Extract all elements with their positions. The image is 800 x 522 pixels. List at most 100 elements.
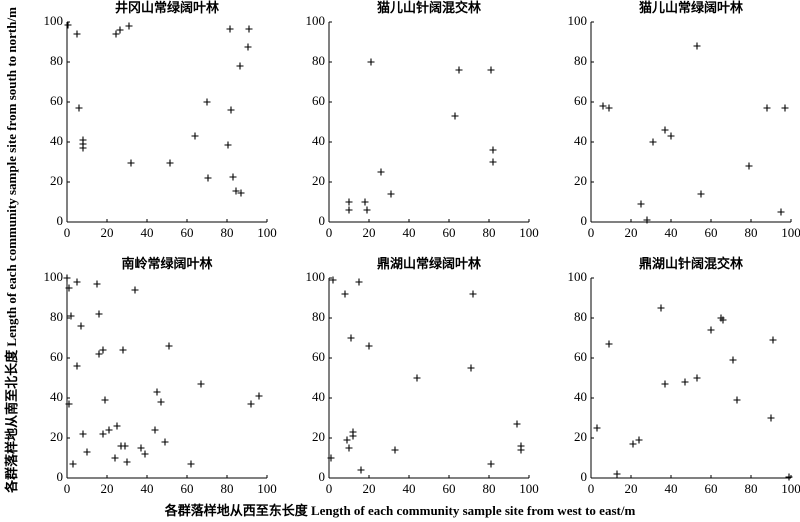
point (361, 198, 369, 206)
point (469, 290, 477, 298)
point (204, 174, 212, 182)
y-tick-label: 80 (50, 53, 63, 68)
y-tick-label: 100 (306, 269, 326, 284)
y-tick-label: 80 (574, 53, 587, 68)
point (105, 426, 113, 434)
point (95, 350, 103, 358)
point (116, 26, 124, 34)
point (707, 326, 715, 334)
subplot: 猫儿山针阔混交林 0 20 40 60 80 100 0 20 40 60 80 100 (306, 0, 539, 240)
x-tick-label: 80 (221, 481, 234, 496)
point (613, 470, 621, 478)
y-tick-label: 20 (50, 173, 63, 188)
point (99, 430, 107, 438)
point (341, 290, 349, 298)
point (629, 440, 637, 448)
point (67, 312, 75, 320)
point (487, 460, 495, 468)
x-tick-label: 40 (141, 481, 154, 496)
point (355, 278, 363, 286)
point (137, 444, 145, 452)
point (95, 310, 103, 318)
point (343, 436, 351, 444)
x-tick-label: 20 (363, 481, 376, 496)
point (93, 280, 101, 288)
point (237, 189, 245, 197)
point (123, 458, 131, 466)
point (157, 398, 165, 406)
point (661, 380, 669, 388)
x-tick-label: 20 (363, 225, 376, 240)
point (513, 420, 521, 428)
point (489, 158, 497, 166)
x-tick-label: 20 (101, 481, 114, 496)
point (781, 104, 789, 112)
y-tick-label: 100 (568, 13, 588, 28)
point (387, 190, 395, 198)
point (224, 141, 232, 149)
x-tick-label: 60 (443, 225, 456, 240)
point (345, 206, 353, 214)
x-axis-label: 各群落样地从西至东长度 Length of each community sam… (164, 503, 636, 518)
y-tick-label: 80 (50, 309, 63, 324)
point (77, 322, 85, 330)
y-tick-label: 20 (574, 173, 587, 188)
x-tick-label: 100 (257, 225, 277, 240)
point (635, 436, 643, 444)
x-tick-label: 0 (588, 225, 595, 240)
point (327, 454, 335, 462)
x-tick-label: 80 (745, 225, 758, 240)
x-tick-label: 80 (221, 225, 234, 240)
point (73, 30, 81, 38)
x-tick-label: 20 (625, 481, 638, 496)
point (127, 159, 135, 167)
point (125, 22, 133, 30)
point (141, 450, 149, 458)
y-tick-label: 0 (319, 213, 326, 228)
point (63, 274, 71, 282)
point (605, 340, 613, 348)
y-tick-label: 0 (581, 469, 588, 484)
x-tick-label: 80 (483, 481, 496, 496)
point (83, 448, 91, 456)
point (161, 438, 169, 446)
x-tick-label: 40 (141, 225, 154, 240)
x-tick-label: 60 (443, 481, 456, 496)
point (329, 276, 337, 284)
point (649, 138, 657, 146)
point (661, 126, 669, 134)
point (131, 286, 139, 294)
x-tick-label: 100 (519, 481, 539, 496)
y-tick-label: 80 (574, 309, 587, 324)
x-tick-label: 60 (181, 225, 194, 240)
point (349, 432, 357, 440)
point (367, 58, 375, 66)
x-tick-label: 60 (705, 225, 718, 240)
subplot-title: 井冈山常绿阔叶林 (115, 0, 219, 15)
y-tick-label: 60 (312, 349, 325, 364)
point (605, 104, 613, 112)
point (99, 346, 107, 354)
point (733, 396, 741, 404)
y-tick-label: 20 (312, 173, 325, 188)
point (777, 208, 785, 216)
y-tick-label: 100 (568, 269, 588, 284)
y-tick-label: 60 (574, 93, 587, 108)
point (187, 460, 195, 468)
x-tick-label: 100 (781, 225, 800, 240)
point (413, 374, 421, 382)
point (65, 284, 73, 292)
point (363, 206, 371, 214)
y-tick-label: 0 (57, 213, 64, 228)
y-tick-label: 0 (319, 469, 326, 484)
subplot: 南岭常绿阔叶林 0 20 40 60 80 100 0 20 40 60 80 100 (44, 256, 277, 496)
point (377, 168, 385, 176)
y-tick-label: 60 (50, 349, 63, 364)
subplot: 井冈山常绿阔叶林 0 20 40 60 80 100 0 20 40 60 80 100 (44, 0, 277, 240)
point (345, 198, 353, 206)
x-tick-label: 80 (745, 481, 758, 496)
y-tick-label: 20 (574, 429, 587, 444)
point (637, 200, 645, 208)
x-tick-label: 100 (781, 481, 800, 496)
